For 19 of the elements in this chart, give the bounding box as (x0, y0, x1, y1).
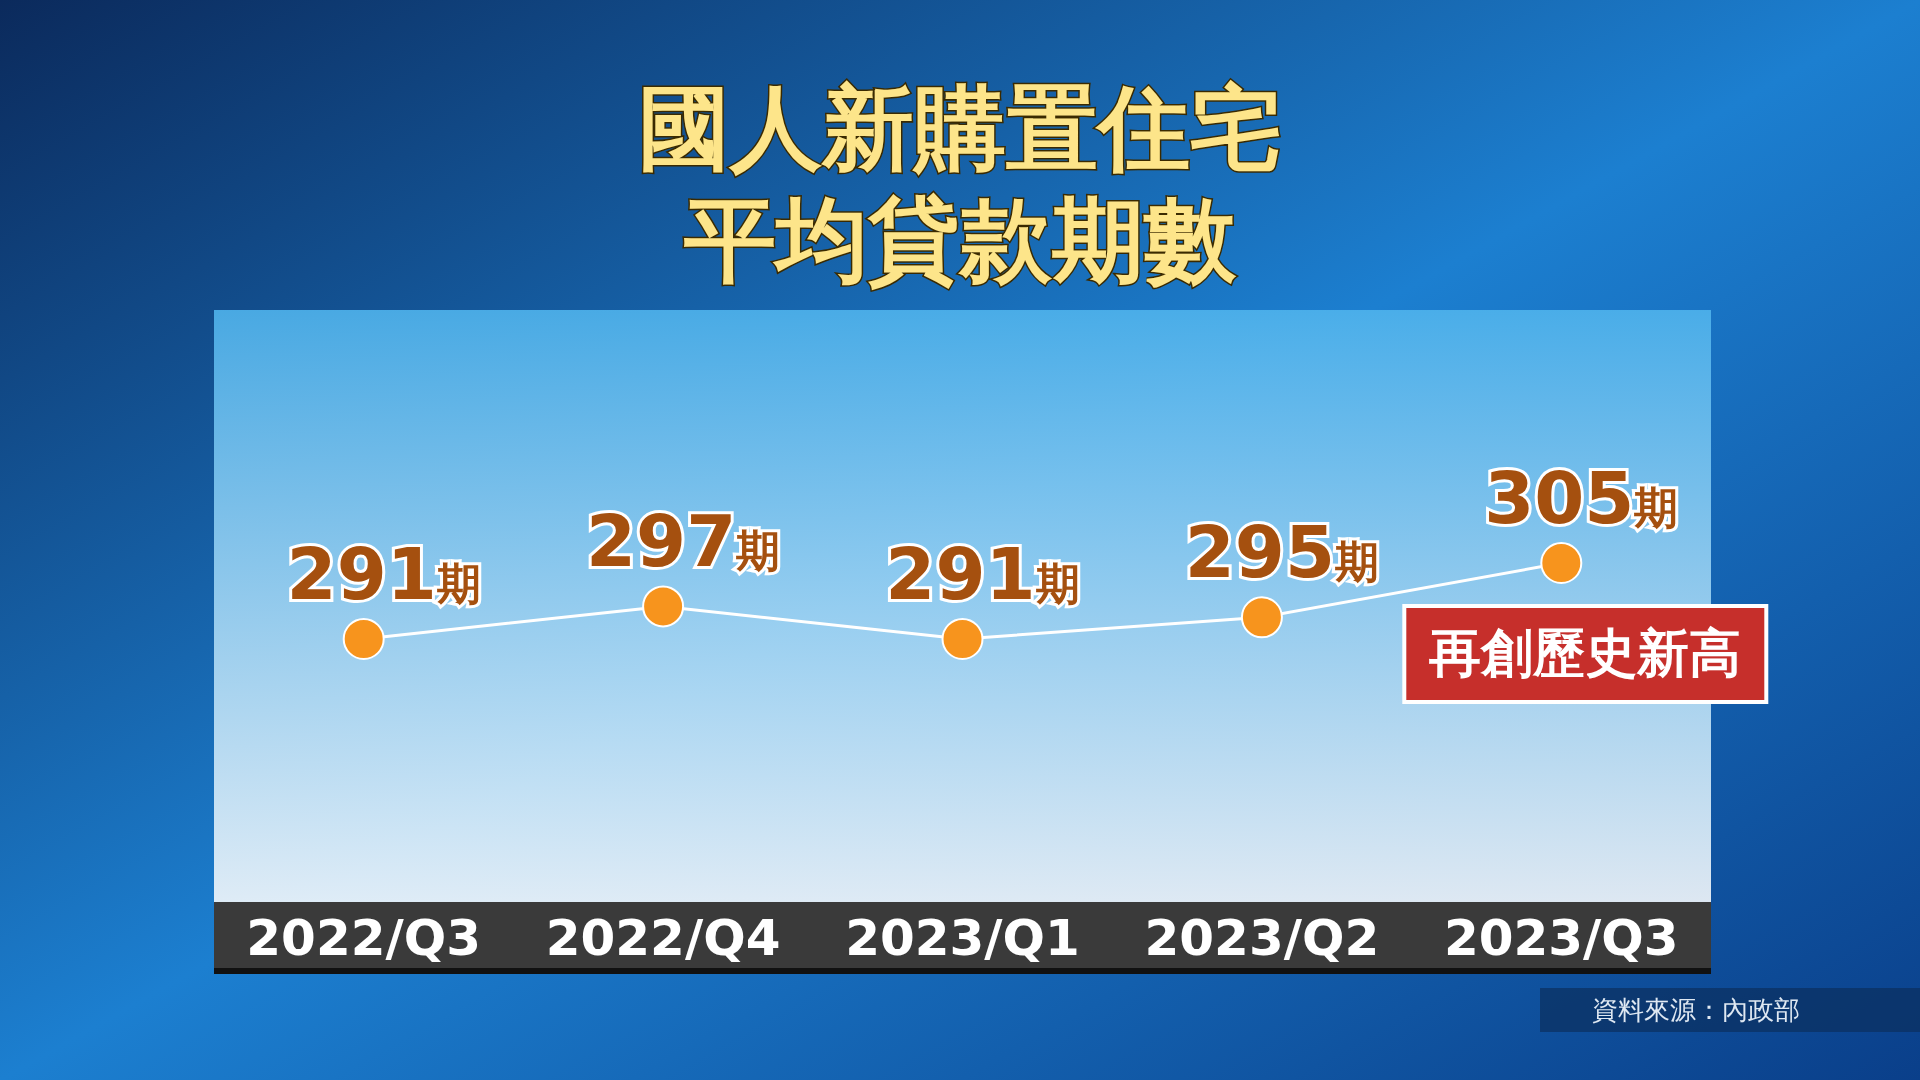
annotation: 再創歷史新高 (1428, 623, 1742, 683)
data-label: 305期 (1484, 456, 1679, 540)
point (941, 618, 984, 660)
chart-title: 國人新購置住宅平均貸款期數 (638, 75, 1282, 294)
data-label: 297期 (585, 499, 781, 584)
x-tick-label: 2023/Q3 (1443, 909, 1679, 967)
point (1240, 596, 1283, 639)
point (642, 585, 685, 628)
x-tick-label: 2023/Q2 (1144, 909, 1380, 967)
data-label: 291期 (286, 532, 481, 616)
callout: 再創歷史新高 (1402, 604, 1769, 704)
x-tick-label: 2023/Q1 (845, 909, 1080, 967)
source-note: 資料來源：內政部 (1592, 995, 1800, 1025)
data-label: 291期 (885, 532, 1080, 616)
x-tick-label: 2022/Q3 (246, 909, 482, 967)
data-label: 295期 (1184, 510, 1380, 595)
point (1540, 542, 1583, 584)
x-tick-label: 2022/Q4 (545, 909, 781, 967)
point (342, 618, 385, 660)
